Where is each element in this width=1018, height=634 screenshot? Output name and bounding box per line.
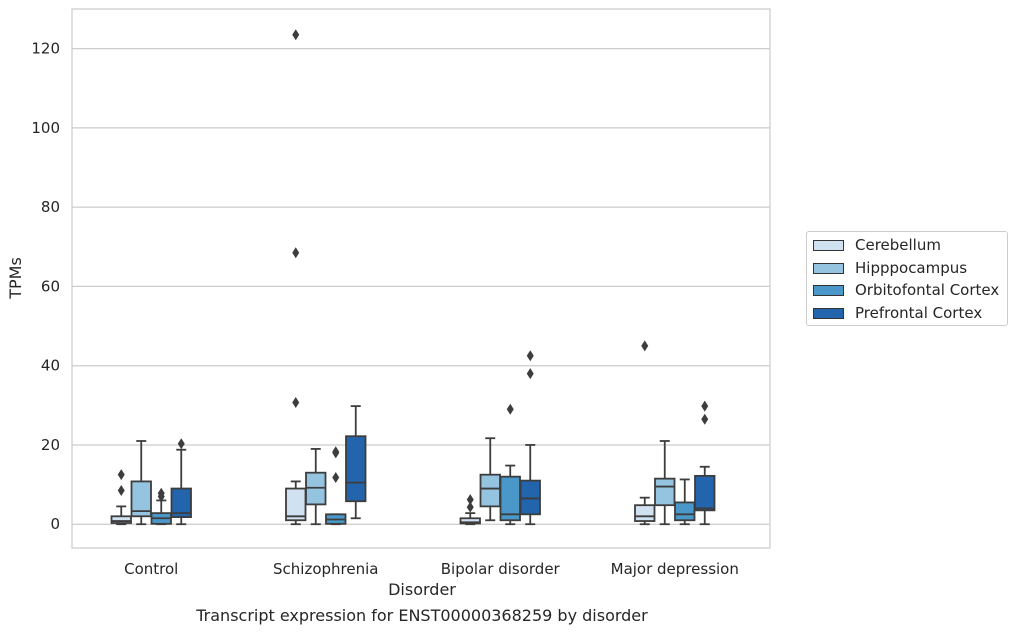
legend-swatch-orbitofrontal: [813, 284, 844, 296]
box-group: [674, 478, 696, 526]
box: [694, 474, 716, 512]
box-group: [110, 469, 132, 526]
legend-swatch-hippocampus: [813, 262, 844, 274]
legend-item-orbitofrontal: Orbitofontal Cortex: [813, 279, 999, 301]
x-tick-label: Control: [124, 560, 178, 578]
box: [170, 487, 192, 518]
legend-label-prefrontal: Prefrontal Cortex: [855, 304, 983, 322]
box: [519, 479, 541, 516]
y-tick-labels: 0 20 40 60 80 100 120: [31, 40, 60, 534]
box: [634, 504, 656, 522]
box: [345, 435, 367, 503]
outlier-point: [117, 485, 125, 497]
outlier-point: [157, 487, 165, 499]
box: [110, 515, 132, 524]
box-group: [654, 440, 676, 526]
y-tick-label: 120: [31, 40, 60, 58]
plot-frame: [71, 8, 771, 549]
box-group: [519, 350, 541, 526]
box-group: [305, 448, 327, 526]
legend-item-prefrontal: Prefrontal Cortex: [813, 302, 982, 324]
x-axis-label: Disorder: [388, 580, 456, 599]
legend-swatch-cerebellum: [813, 239, 844, 251]
legend-label-orbitofrontal: Orbitofontal Cortex: [855, 281, 1000, 299]
y-tick-label: 20: [41, 436, 60, 454]
outlier-point: [292, 397, 300, 409]
gridlines: [72, 48, 770, 525]
legend: Cerebellum Hipppocampus Orbitofontal Cor…: [806, 231, 1008, 326]
outlier-point: [177, 438, 185, 450]
box-group: [170, 438, 192, 526]
figure-caption: Transcript expression for ENST0000036825…: [196, 606, 648, 625]
box-group: [325, 446, 347, 526]
y-tick-label: 40: [41, 357, 60, 375]
y-tick-label: 60: [41, 277, 60, 295]
outlier-point: [701, 413, 709, 425]
outlier-point: [466, 494, 474, 506]
box-group: [285, 29, 307, 526]
outlier-point: [332, 471, 340, 483]
x-tick-label: Major depression: [611, 560, 739, 578]
legend-label-cerebellum: Cerebellum: [855, 236, 941, 254]
box: [130, 480, 152, 518]
box-group: [479, 437, 501, 522]
box-group: [130, 440, 152, 526]
outlier-point: [506, 403, 514, 415]
box-group: [150, 487, 172, 526]
outlier-point: [292, 29, 300, 41]
x-tick-labels: Control Schizophrenia Bipolar disorder Majo…: [124, 560, 739, 578]
y-tick-label: 0: [50, 515, 60, 533]
y-axis-label: TPMs: [6, 257, 25, 300]
outlier-point: [526, 350, 534, 362]
boxes: [110, 29, 716, 526]
outlier-point: [466, 501, 474, 513]
box-group: [499, 403, 521, 526]
legend-item-cerebellum: Cerebellum: [813, 234, 941, 256]
outlier-point: [117, 469, 125, 481]
box: [479, 473, 501, 508]
box: [654, 477, 676, 507]
y-tick-label: 100: [31, 119, 60, 137]
legend-label-hippocampus: Hipppocampus: [855, 259, 968, 277]
box: [674, 501, 696, 522]
x-tick-label: Schizophrenia: [273, 560, 378, 578]
legend-item-hippocampus: Hipppocampus: [813, 257, 967, 279]
outlier-point: [292, 247, 300, 259]
box-group: [459, 494, 481, 526]
outlier-point: [641, 340, 649, 352]
box-group: [345, 405, 367, 520]
outlier-point: [332, 446, 340, 458]
y-tick-label: 80: [41, 198, 60, 216]
outlier-point: [526, 368, 534, 380]
outlier-point: [701, 400, 709, 412]
x-tick-label: Bipolar disorder: [441, 560, 561, 578]
box: [459, 517, 481, 525]
box-group: [634, 340, 656, 526]
box-group: [694, 400, 716, 526]
legend-swatch-prefrontal: [813, 307, 844, 319]
